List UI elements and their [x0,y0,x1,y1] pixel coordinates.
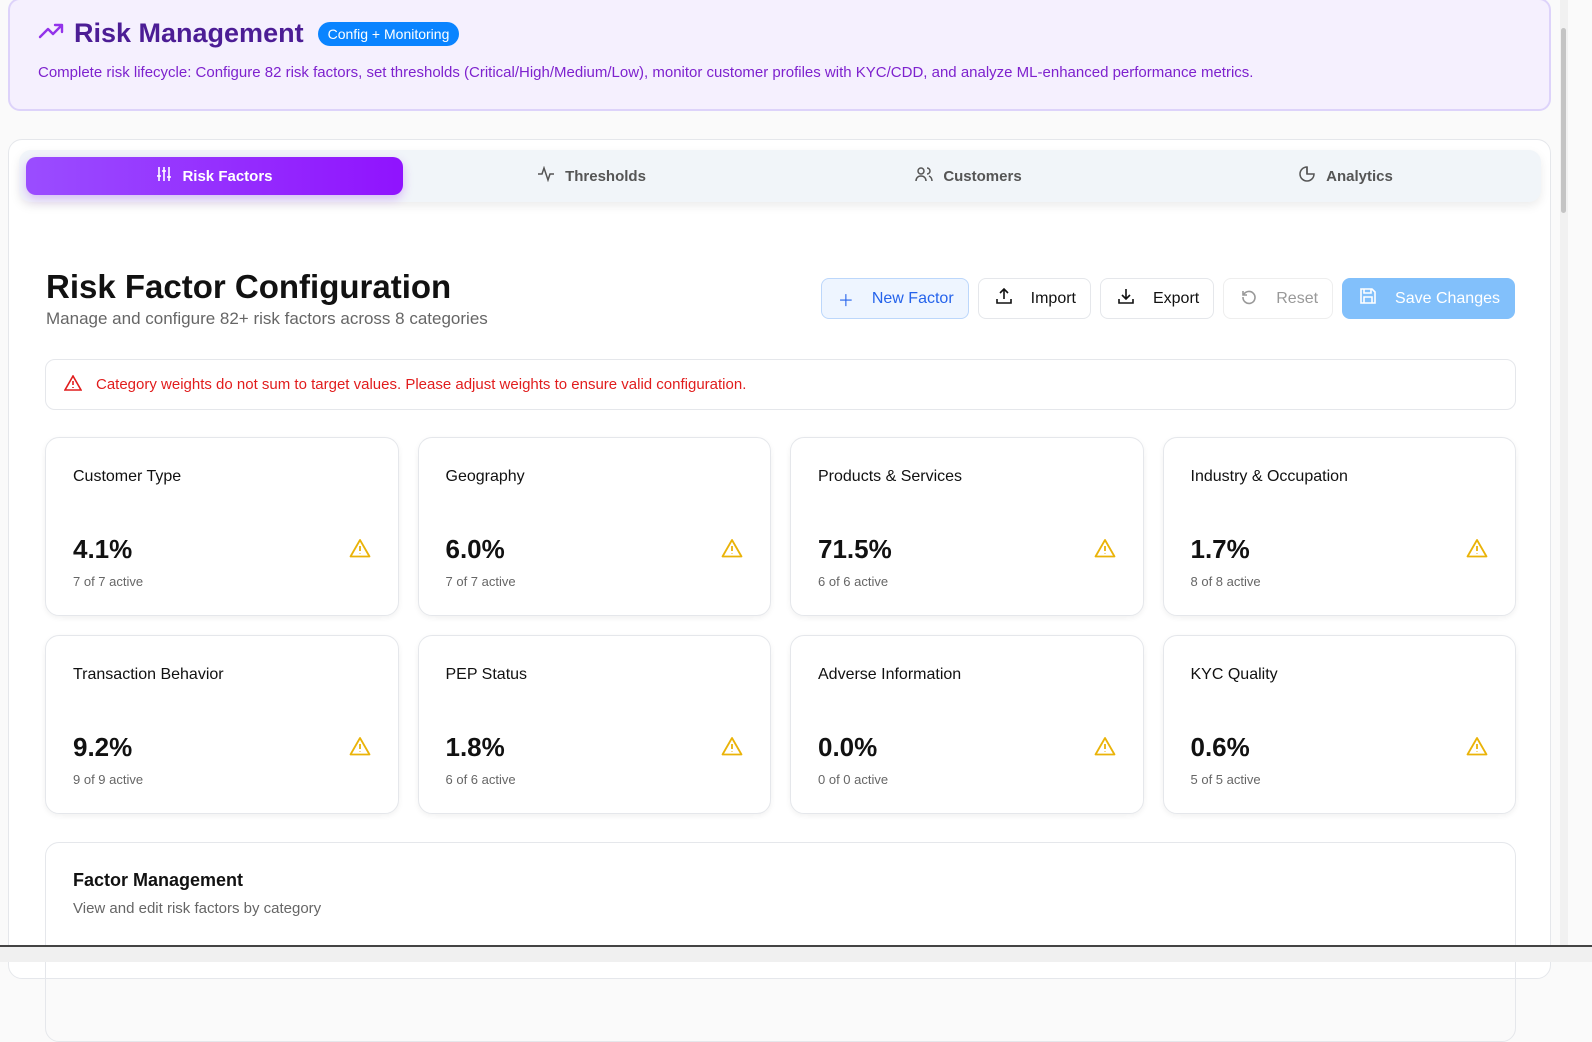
category-name: Industry & Occupation [1190,468,1348,485]
pie-chart-icon [1298,165,1316,187]
category-name: Customer Type [73,468,182,485]
category-card[interactable]: Geography 6.0% 7 of 7 active [417,437,771,616]
factor-management-panel: Factor Management View and edit risk fac… [45,842,1516,1042]
category-weight: 0.6% [1190,732,1250,762]
warning-icon [1094,736,1116,761]
page-description: Complete risk lifecycle: Configure 82 ri… [38,64,1254,81]
mode-badge: Config + Monitoring [317,21,460,46]
tab-risk-factors[interactable]: Risk Factors [26,157,403,195]
category-card[interactable]: Industry & Occupation 1.7% 8 of 8 active [1162,437,1516,616]
tab-thresholds[interactable]: Thresholds [403,157,780,195]
warning-icon [1094,538,1116,563]
category-weight: 0.0% [818,732,878,762]
factor-management-subtitle: View and edit risk factors by category [73,900,322,917]
category-card[interactable]: Products & Services 71.5% 6 of 6 active [790,437,1144,616]
category-weight: 1.7% [1190,534,1250,564]
category-weight: 4.1% [73,534,133,564]
category-active-count: 7 of 7 active [445,574,516,589]
bottom-edge [0,945,1592,962]
category-active-count: 5 of 5 active [1190,772,1261,787]
tab-analytics[interactable]: Analytics [1157,157,1534,195]
tab-label: Analytics [1326,167,1393,185]
category-active-count: 9 of 9 active [73,772,144,787]
warning-icon [721,538,743,563]
download-icon [1117,287,1135,310]
tab-label: Customers [943,167,1022,185]
weights-alert: Category weights do not sum to target va… [45,359,1516,410]
category-active-count: 6 of 6 active [445,772,516,787]
factor-management-title: Factor Management [73,870,244,890]
category-name: Products & Services [818,468,963,485]
tab-label: Thresholds [565,167,646,185]
warning-icon [1466,736,1488,761]
button-label: Save Changes [1395,289,1500,307]
alert-triangle-icon [63,373,83,395]
reset-button[interactable]: Reset [1223,278,1334,319]
import-button[interactable]: Import [977,278,1091,319]
save-changes-button[interactable]: Save Changes [1342,278,1515,319]
export-button[interactable]: Export [1099,278,1215,319]
category-weight: 6.0% [445,534,505,564]
category-active-count: 8 of 8 active [1190,574,1261,589]
page-header: Risk Management Config + Monitoring Comp… [8,0,1551,111]
category-active-count: 0 of 0 active [818,772,889,787]
new-factor-button[interactable]: ＋ New Factor [820,278,969,319]
warning-icon [349,538,371,563]
section-subtitle: Manage and configure 82+ risk factors ac… [46,309,488,328]
category-card[interactable]: KYC Quality 0.6% 5 of 5 active [1162,635,1516,814]
section-title: Risk Factor Configuration [46,268,452,305]
warning-icon [1466,538,1488,563]
button-label: Import [1030,289,1076,307]
category-card[interactable]: Adverse Information 0.0% 0 of 0 active [790,635,1144,814]
warning-icon [349,736,371,761]
category-weight: 9.2% [73,732,133,762]
category-name: PEP Status [445,666,528,683]
category-weight: 71.5% [818,534,892,564]
category-name: KYC Quality [1190,666,1278,683]
category-grid: Customer Type 4.1% 7 of 7 active Geograp… [45,437,1516,814]
scrollbar-thumb[interactable] [1561,28,1566,213]
main-panel: Risk Factors Thresholds Customers Analyt… [8,139,1551,1042]
page-title: Risk Management [74,18,304,48]
button-label: Export [1152,289,1200,307]
scrollbar[interactable] [1560,0,1568,962]
toolbar: ＋ New Factor Import Export Reset Save Cha… [820,278,1515,319]
category-name: Transaction Behavior [73,666,224,683]
save-icon [1359,287,1377,310]
category-card[interactable]: PEP Status 1.8% 6 of 6 active [417,635,771,814]
tab-customers[interactable]: Customers [780,157,1157,195]
plus-icon: ＋ [837,292,854,310]
category-active-count: 6 of 6 active [818,574,889,589]
upload-icon [995,287,1013,310]
category-card[interactable]: Transaction Behavior 9.2% 9 of 9 active [45,635,399,814]
rotate-ccw-icon [1240,287,1258,310]
category-active-count: 7 of 7 active [73,574,144,589]
activity-icon [537,165,555,186]
category-name: Geography [445,468,525,485]
tab-label: Risk Factors [182,167,273,185]
alert-message: Category weights do not sum to target va… [96,376,747,393]
users-icon [915,166,934,186]
category-name: Adverse Information [818,666,962,683]
sliders-icon [156,166,172,186]
category-weight: 1.8% [445,732,505,762]
button-label: Reset [1276,289,1319,307]
tab-bar: Risk Factors Thresholds Customers Analyt… [19,150,1541,202]
warning-icon [721,736,743,761]
category-card[interactable]: Customer Type 4.1% 7 of 7 active [45,437,399,616]
trending-up-icon [38,21,64,46]
button-label: New Factor [871,289,954,307]
